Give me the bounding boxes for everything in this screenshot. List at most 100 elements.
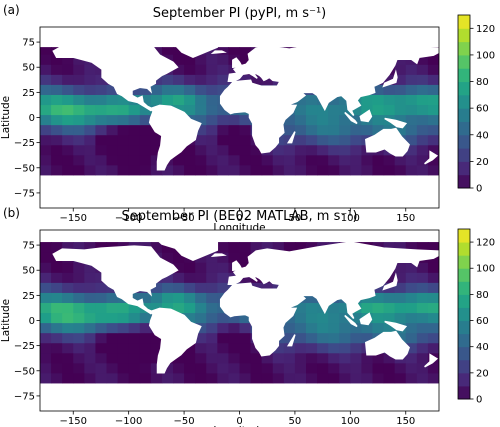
pi-cell (206, 292, 218, 303)
pi-cell (228, 332, 241, 344)
land-antarctica (40, 181, 439, 208)
pi-cell (361, 332, 374, 344)
colorbar-frame (457, 228, 471, 400)
pi-cell (350, 332, 363, 344)
pi-cell (239, 154, 252, 166)
pi-cell (139, 164, 152, 176)
pi-cell (84, 322, 97, 334)
pi-cell (195, 272, 207, 283)
land-sumatra (344, 314, 358, 328)
pi-cell (173, 302, 185, 314)
pi-cell (206, 372, 218, 384)
pi-cell (173, 54, 185, 65)
pi-cell (217, 322, 230, 334)
pi-cell (350, 124, 363, 136)
pi-cell (250, 242, 263, 253)
pi-cell (73, 64, 85, 75)
pi-cell (394, 242, 407, 253)
pi-cell (272, 372, 285, 384)
pi-cell (184, 64, 196, 75)
pi-cell (84, 104, 97, 116)
pi-cell (217, 124, 230, 136)
pi-cell (416, 74, 429, 85)
pi-cell (184, 154, 196, 166)
pi-cell (51, 94, 63, 106)
pi-cell (427, 372, 439, 384)
pi-cell (161, 164, 174, 176)
pi-cell (184, 282, 196, 293)
pi-cell (416, 124, 429, 136)
pi-cell (73, 282, 85, 293)
pi-cell (427, 114, 439, 126)
pi-cell (383, 362, 396, 374)
pi-cell (283, 164, 296, 176)
pi-cell (173, 252, 185, 263)
colorbar-level (458, 268, 470, 282)
pi-cell (62, 332, 74, 344)
pi-cell (217, 312, 230, 324)
pi-cell (361, 302, 374, 314)
panel-label: (a) (3, 3, 20, 17)
pi-cell (328, 94, 340, 106)
pi-cell (150, 352, 163, 364)
pi-cell (405, 134, 418, 146)
pi-cell (405, 164, 418, 176)
pi-cell (40, 372, 52, 384)
pi-cell (40, 312, 52, 324)
pi-cell (427, 332, 439, 344)
pi-cell (51, 282, 63, 293)
pi-cell (394, 302, 407, 314)
pi-cell (383, 322, 396, 334)
pi-cell (117, 134, 130, 146)
pi-cell (51, 272, 63, 283)
pi-cell (128, 342, 141, 354)
pi-cell (62, 84, 74, 95)
pi-cell (150, 372, 163, 384)
land-japan (382, 272, 398, 291)
pi-cell (294, 114, 307, 126)
pi-cell (206, 154, 218, 166)
pi-cell (283, 144, 296, 156)
pi-cell (206, 47, 218, 55)
pi-cell (206, 144, 218, 156)
pi-cell (73, 372, 85, 384)
pi-cell (283, 352, 296, 364)
pi-cell (117, 124, 130, 136)
pi-cell (372, 312, 385, 324)
x-tick-label: 150 (396, 416, 415, 427)
pi-cell (339, 302, 351, 314)
pi-cell (128, 104, 141, 116)
pi-cell (217, 332, 230, 344)
pi-cell (206, 332, 218, 344)
pi-cell (328, 164, 340, 176)
x-tick-label: 150 (396, 213, 415, 224)
pi-cell (139, 292, 152, 303)
pi-cell (416, 134, 429, 146)
pi-cell (150, 332, 163, 344)
pi-cell (250, 372, 263, 384)
pi-cell (217, 352, 230, 364)
pi-cell (139, 144, 152, 156)
pi-cell (394, 64, 407, 75)
pi-cell (106, 94, 119, 106)
pi-cell (416, 154, 429, 166)
pi-cell (106, 322, 119, 334)
x-tick-label: 50 (289, 416, 302, 427)
pi-cell (40, 322, 52, 334)
pi-cell (217, 164, 230, 176)
land-north-america (52, 245, 179, 315)
pi-cell (40, 272, 52, 283)
chart-panel: −150 −100 −50 0 50 100 150 −75 −50 −25 0 25 50 75 Sept… (0, 206, 495, 427)
colorbar-level (458, 372, 470, 387)
pi-cell (361, 154, 374, 166)
pi-cell (184, 342, 196, 354)
pi-cell (328, 342, 340, 354)
pi-cell (217, 74, 230, 85)
colorbar-level (458, 121, 470, 136)
pi-cell (306, 144, 318, 156)
pi-cell (95, 74, 108, 85)
colorbar-level (458, 229, 470, 243)
pi-cell (372, 154, 385, 166)
pi-cell (51, 352, 63, 364)
pi-cell (62, 272, 74, 283)
